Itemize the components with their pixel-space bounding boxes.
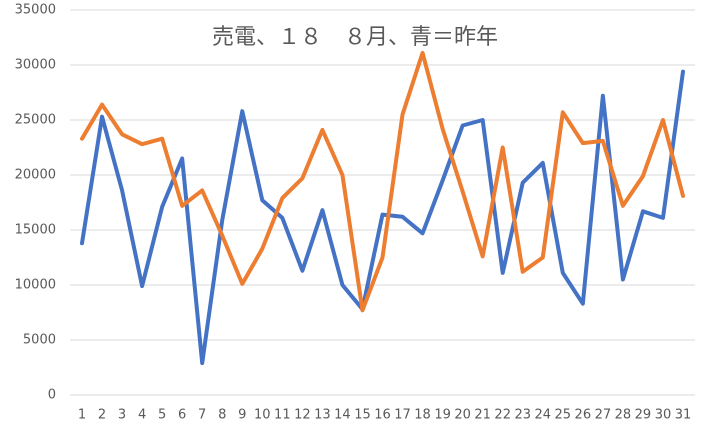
x-tick-label: 8 bbox=[218, 408, 226, 423]
y-tick-label: 10000 bbox=[15, 278, 56, 293]
y-tick-label: 15000 bbox=[15, 223, 56, 238]
x-tick-label: 24 bbox=[534, 408, 551, 423]
line-series bbox=[80, 50, 685, 313]
x-tick-label: 3 bbox=[118, 408, 126, 423]
x-tick-label: 27 bbox=[595, 408, 612, 423]
x-tick-label: 23 bbox=[514, 408, 531, 423]
x-tick-label: 17 bbox=[394, 408, 411, 423]
x-tick-label: 26 bbox=[575, 408, 592, 423]
y-tick-label: 0 bbox=[48, 388, 56, 403]
y-tick-label: 30000 bbox=[15, 58, 56, 73]
x-tick-label: 29 bbox=[635, 408, 652, 423]
x-tick-label: 22 bbox=[494, 408, 511, 423]
x-tick-label: 30 bbox=[655, 408, 672, 423]
x-tick-label: 15 bbox=[354, 408, 371, 423]
y-tick-label: 20000 bbox=[15, 168, 56, 183]
chart-title: 売電、１８ ８月、青＝昨年 bbox=[212, 25, 498, 50]
x-tick-label: 1 bbox=[78, 408, 86, 423]
y-tick-label: 5000 bbox=[23, 333, 56, 348]
x-tick-label: 9 bbox=[238, 408, 246, 423]
y-tick-label: 25000 bbox=[15, 113, 56, 128]
x-tick-label: 2 bbox=[98, 408, 106, 423]
x-tick-label: 19 bbox=[434, 408, 451, 423]
x-tick-label: 7 bbox=[198, 408, 206, 423]
x-tick-label: 10 bbox=[254, 408, 271, 423]
x-tick-label: 25 bbox=[555, 408, 572, 423]
x-tick-label: 5 bbox=[158, 408, 166, 423]
x-tick-label: 18 bbox=[414, 408, 431, 423]
x-tick-label: 16 bbox=[374, 408, 391, 423]
x-tick-label: 14 bbox=[334, 408, 351, 423]
x-tick-label: 31 bbox=[675, 408, 692, 423]
x-tick-label: 6 bbox=[178, 408, 186, 423]
x-tick-label: 28 bbox=[615, 408, 632, 423]
x-tick-label: 13 bbox=[314, 408, 331, 423]
x-tick-label: 20 bbox=[454, 408, 471, 423]
x-tick-label: 12 bbox=[294, 408, 311, 423]
y-tick-label: 35000 bbox=[15, 3, 56, 18]
x-tick-label: 4 bbox=[138, 408, 146, 423]
x-tick-label: 11 bbox=[274, 408, 291, 423]
x-tick-label: 21 bbox=[474, 408, 491, 423]
line-series bbox=[80, 69, 685, 366]
